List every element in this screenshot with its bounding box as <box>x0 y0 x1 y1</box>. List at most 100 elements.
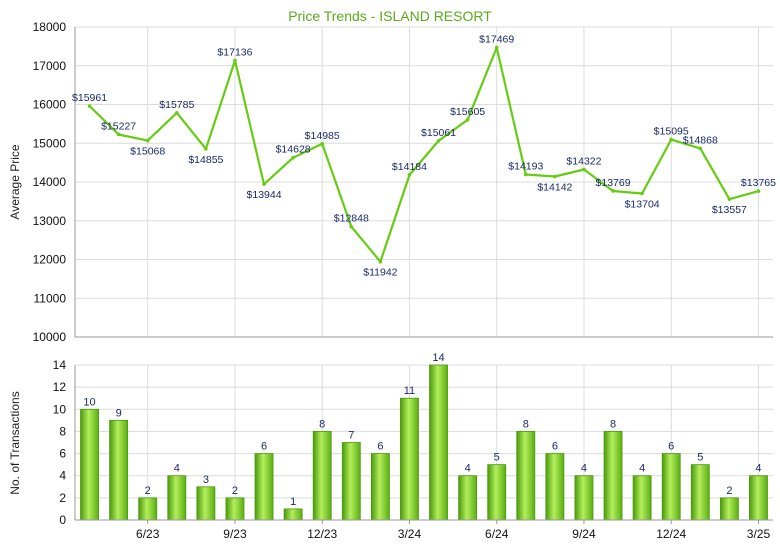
price-point <box>291 155 295 160</box>
price-tick-label: 16000 <box>33 98 67 112</box>
transactions-tick-label: 0 <box>59 513 66 527</box>
price-data-label: $15068 <box>130 146 165 158</box>
price-point <box>145 138 150 143</box>
price-data-label: $13769 <box>596 177 631 189</box>
transactions-tick-label: 14 <box>53 358 67 372</box>
transactions-bar <box>719 497 739 521</box>
price-point <box>494 45 499 50</box>
transactions-bar <box>516 431 536 521</box>
x-tick-label: 12/23 <box>307 527 337 541</box>
transactions-bar <box>632 475 652 521</box>
transactions-data-label: 2 <box>726 485 732 497</box>
price-data-label: $17469 <box>479 34 514 46</box>
price-plot-area: 10000 11000 12000 13000 14000 15000 16000 17000… <box>33 20 777 344</box>
transactions-data-label: 4 <box>755 463 761 475</box>
price-point <box>727 197 732 201</box>
price-point <box>669 137 674 142</box>
price-tick-label: 15000 <box>33 136 67 150</box>
transactions-bar <box>109 419 129 521</box>
price-data-label: $14985 <box>305 130 340 142</box>
price-data-label: $14193 <box>508 161 543 173</box>
price-tick-label: 14000 <box>33 175 67 189</box>
transactions-bar <box>690 464 710 521</box>
price-point <box>756 189 761 193</box>
x-tick-label: 3/25 <box>747 527 771 541</box>
price-data-label: $13557 <box>712 204 747 216</box>
transactions-bar <box>487 464 507 521</box>
transactions-bar <box>661 453 681 521</box>
transactions-tick-label: 10 <box>53 402 67 416</box>
price-point <box>174 111 179 115</box>
price-data-label: $17136 <box>217 46 252 58</box>
price-data-label: $15605 <box>450 106 485 118</box>
transactions-tick-label: 4 <box>59 469 66 483</box>
price-point <box>465 118 470 122</box>
x-tick-label: 6/24 <box>485 527 509 541</box>
transactions-bar <box>80 408 99 521</box>
transactions-data-label: 6 <box>668 441 674 453</box>
transactions-data-label: 11 <box>404 385 415 397</box>
price-data-label: $14855 <box>188 154 223 166</box>
price-point <box>262 182 266 186</box>
transactions-bar <box>167 475 187 521</box>
transactions-bar <box>283 508 303 521</box>
x-tick-label: 9/23 <box>223 527 247 541</box>
price-point <box>436 139 441 143</box>
price-point <box>87 104 92 108</box>
transactions-bar <box>545 453 565 521</box>
price-tick-label: 18000 <box>33 20 67 34</box>
transactions-tick-label: 12 <box>53 380 67 394</box>
transactions-bar <box>458 475 478 521</box>
transactions-bar <box>225 497 245 521</box>
transactions-data-label: 5 <box>494 452 500 464</box>
price-data-label: $15961 <box>72 92 107 104</box>
chart-title: Price Trends - ISLAND RESORT <box>288 8 492 24</box>
transactions-bar <box>400 397 419 521</box>
transactions-bar <box>429 364 448 521</box>
price-point <box>378 259 383 264</box>
transactions-data-label: 7 <box>348 430 354 442</box>
transactions-data-label: 8 <box>610 418 616 430</box>
transactions-data-label: 4 <box>465 463 471 475</box>
price-data-label: $14142 <box>537 181 572 193</box>
price-data-label: $15095 <box>654 126 689 138</box>
price-point <box>611 189 615 193</box>
price-data-label: $15785 <box>159 99 194 111</box>
price-data-label: $13765 <box>741 177 776 189</box>
price-data-label: $14868 <box>683 134 718 146</box>
transactions-bar <box>603 431 623 521</box>
transactions-data-label: 5 <box>697 452 703 464</box>
price-data-label: $14184 <box>392 161 427 173</box>
transactions-data-label: 6 <box>261 441 267 453</box>
x-tick-label: 12/24 <box>656 527 686 541</box>
price-tick-label: 17000 <box>33 59 67 73</box>
price-data-label: $14628 <box>276 144 311 156</box>
price-axis-label: Average Price <box>8 144 22 219</box>
price-point <box>553 174 557 179</box>
transactions-bar <box>312 431 332 521</box>
transactions-data-label: 4 <box>639 463 645 475</box>
price-point <box>233 58 237 63</box>
price-data-label: $13944 <box>247 189 282 201</box>
transactions-data-label: 9 <box>116 407 122 419</box>
price-point <box>349 224 354 229</box>
price-tick-label: 10000 <box>33 330 67 344</box>
transactions-data-label: 2 <box>232 485 238 497</box>
transactions-data-label: 10 <box>83 396 95 408</box>
price-data-label: $15227 <box>101 120 136 132</box>
transactions-bar <box>341 442 361 521</box>
transactions-data-label: 8 <box>523 418 529 430</box>
price-point <box>698 146 703 151</box>
transactions-tick-label: 6 <box>59 447 66 461</box>
transactions-data-label: 6 <box>552 441 558 453</box>
transactions-tick-label: 2 <box>59 491 66 505</box>
x-tick-label: 9/24 <box>572 527 596 541</box>
transactions-bar <box>574 475 594 521</box>
price-point <box>640 191 644 196</box>
transactions-tick-label: 8 <box>59 424 66 438</box>
price-point <box>320 142 325 146</box>
price-point <box>407 173 412 177</box>
transactions-data-label: 6 <box>377 441 383 453</box>
transactions-data-label: 2 <box>145 485 151 497</box>
